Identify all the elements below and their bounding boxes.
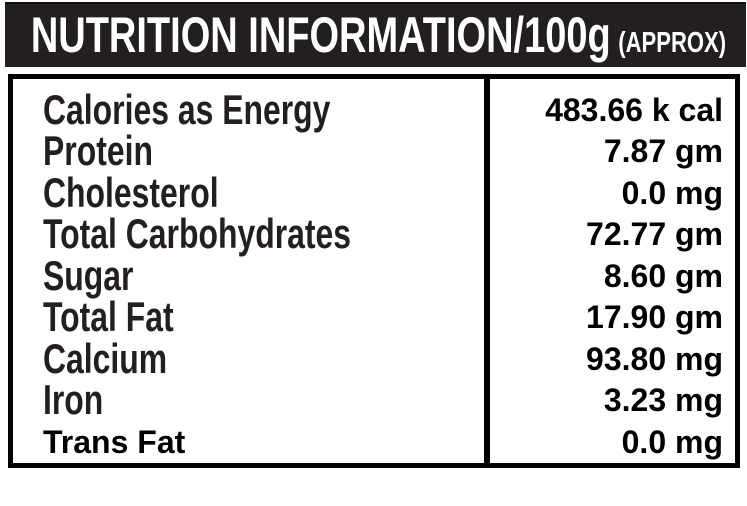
nutrient-value-cell: 8.60 gm bbox=[484, 260, 735, 292]
nutrient-label: Calcium bbox=[43, 334, 168, 382]
table-row-calories: Calories as Energy 483.66 k cal bbox=[13, 85, 735, 133]
nutrient-value-cell: 0.0 mg bbox=[484, 177, 735, 209]
nutrient-label: Cholesterol bbox=[43, 168, 219, 216]
table-row-trans-fat: Trans Fat 0.0 mg bbox=[13, 421, 735, 463]
nutrient-label: Iron bbox=[43, 376, 104, 424]
table-row-calcium: Calcium 93.80 mg bbox=[13, 334, 735, 382]
nutrient-value: 72.77 gm bbox=[586, 216, 723, 253]
nutrient-value-cell: 72.77 gm bbox=[484, 218, 735, 250]
nutrient-label-cell: Total Fat bbox=[13, 296, 484, 338]
nutrient-value-cell: 7.87 gm bbox=[484, 135, 735, 167]
nutrient-value-cell: 17.90 gm bbox=[484, 301, 735, 333]
nutrient-label: Calories as Energy bbox=[43, 85, 331, 133]
nutrient-label-cell: Total Carbohydrates bbox=[13, 213, 484, 255]
nutrient-value: 93.80 mg bbox=[586, 340, 723, 377]
nutrient-label-cell: Calcium bbox=[13, 334, 484, 382]
nutrition-subtitle: (APPROX) bbox=[618, 26, 727, 59]
nutrient-value: 483.66 k cal bbox=[545, 91, 723, 128]
nutrient-label: Total Carbohydrates bbox=[43, 210, 352, 258]
nutrient-label: Protein bbox=[43, 127, 153, 175]
nutrition-header-text: NUTRITION INFORMATION/100g (APPROX) bbox=[5, 6, 726, 64]
nutrient-label: Total Fat bbox=[43, 293, 174, 341]
nutrient-value-cell: 0.0 mg bbox=[484, 426, 735, 458]
table-row-total-carbohydrates: Total Carbohydrates 72.77 gm bbox=[13, 213, 735, 256]
nutrient-label-cell: Trans Fat bbox=[13, 426, 484, 458]
nutrient-value-cell: 483.66 k cal bbox=[484, 94, 735, 126]
nutrition-header-bar: NUTRITION INFORMATION/100g (APPROX) bbox=[5, 2, 746, 67]
table-row-iron: Iron 3.23 mg bbox=[13, 379, 735, 422]
nutrient-value: 3.23 mg bbox=[603, 382, 723, 419]
nutrient-value: 17.90 gm bbox=[586, 299, 723, 336]
table-row-total-fat: Total Fat 17.90 gm bbox=[13, 296, 735, 339]
nutrient-value-cell: 93.80 mg bbox=[484, 343, 735, 375]
nutrient-label: Trans Fat bbox=[43, 423, 186, 460]
nutrient-label-cell: Sugar bbox=[13, 251, 484, 299]
nutrient-value: 0.0 mg bbox=[621, 423, 723, 460]
nutrient-label-cell: Protein bbox=[13, 130, 484, 172]
nutrient-label: Sugar bbox=[43, 251, 134, 299]
nutrient-value: 7.87 gm bbox=[603, 133, 723, 170]
nutrition-title: NUTRITION INFORMATION/100g bbox=[30, 6, 611, 63]
nutrient-value-cell: 3.23 mg bbox=[484, 384, 735, 416]
nutrition-table: Calories as Energy 483.66 k cal Protein … bbox=[8, 74, 740, 468]
nutrient-label-cell: Cholesterol bbox=[13, 168, 484, 216]
nutrient-label-cell: Iron bbox=[13, 379, 484, 421]
nutrient-label-cell: Calories as Energy bbox=[13, 85, 484, 133]
nutrient-value: 0.0 mg bbox=[621, 174, 723, 211]
column-divider bbox=[484, 79, 490, 463]
table-row-protein: Protein 7.87 gm bbox=[13, 130, 735, 173]
table-row-cholesterol: Cholesterol 0.0 mg bbox=[13, 168, 735, 216]
table-row-sugar: Sugar 8.60 gm bbox=[13, 251, 735, 299]
nutrient-value: 8.60 gm bbox=[603, 257, 723, 294]
